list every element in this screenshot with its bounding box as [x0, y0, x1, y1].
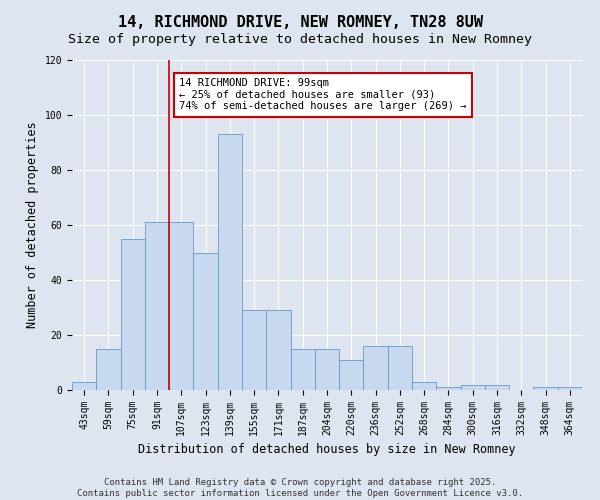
- Bar: [412, 382, 436, 390]
- Bar: [96, 349, 121, 390]
- Bar: [388, 346, 412, 390]
- Bar: [72, 382, 96, 390]
- Bar: [290, 349, 315, 390]
- Bar: [315, 349, 339, 390]
- Text: 14, RICHMOND DRIVE, NEW ROMNEY, TN28 8UW: 14, RICHMOND DRIVE, NEW ROMNEY, TN28 8UW: [118, 15, 482, 30]
- Bar: [145, 222, 169, 390]
- Bar: [364, 346, 388, 390]
- X-axis label: Distribution of detached houses by size in New Romney: Distribution of detached houses by size …: [138, 444, 516, 456]
- Bar: [558, 387, 582, 390]
- Bar: [193, 252, 218, 390]
- Bar: [533, 387, 558, 390]
- Bar: [339, 360, 364, 390]
- Text: Contains HM Land Registry data © Crown copyright and database right 2025.
Contai: Contains HM Land Registry data © Crown c…: [77, 478, 523, 498]
- Text: Size of property relative to detached houses in New Romney: Size of property relative to detached ho…: [68, 32, 532, 46]
- Bar: [218, 134, 242, 390]
- Text: 14 RICHMOND DRIVE: 99sqm
← 25% of detached houses are smaller (93)
74% of semi-d: 14 RICHMOND DRIVE: 99sqm ← 25% of detach…: [179, 78, 467, 112]
- Bar: [461, 384, 485, 390]
- Bar: [169, 222, 193, 390]
- Bar: [436, 387, 461, 390]
- Bar: [121, 239, 145, 390]
- Bar: [242, 310, 266, 390]
- Bar: [485, 384, 509, 390]
- Bar: [266, 310, 290, 390]
- Y-axis label: Number of detached properties: Number of detached properties: [26, 122, 39, 328]
